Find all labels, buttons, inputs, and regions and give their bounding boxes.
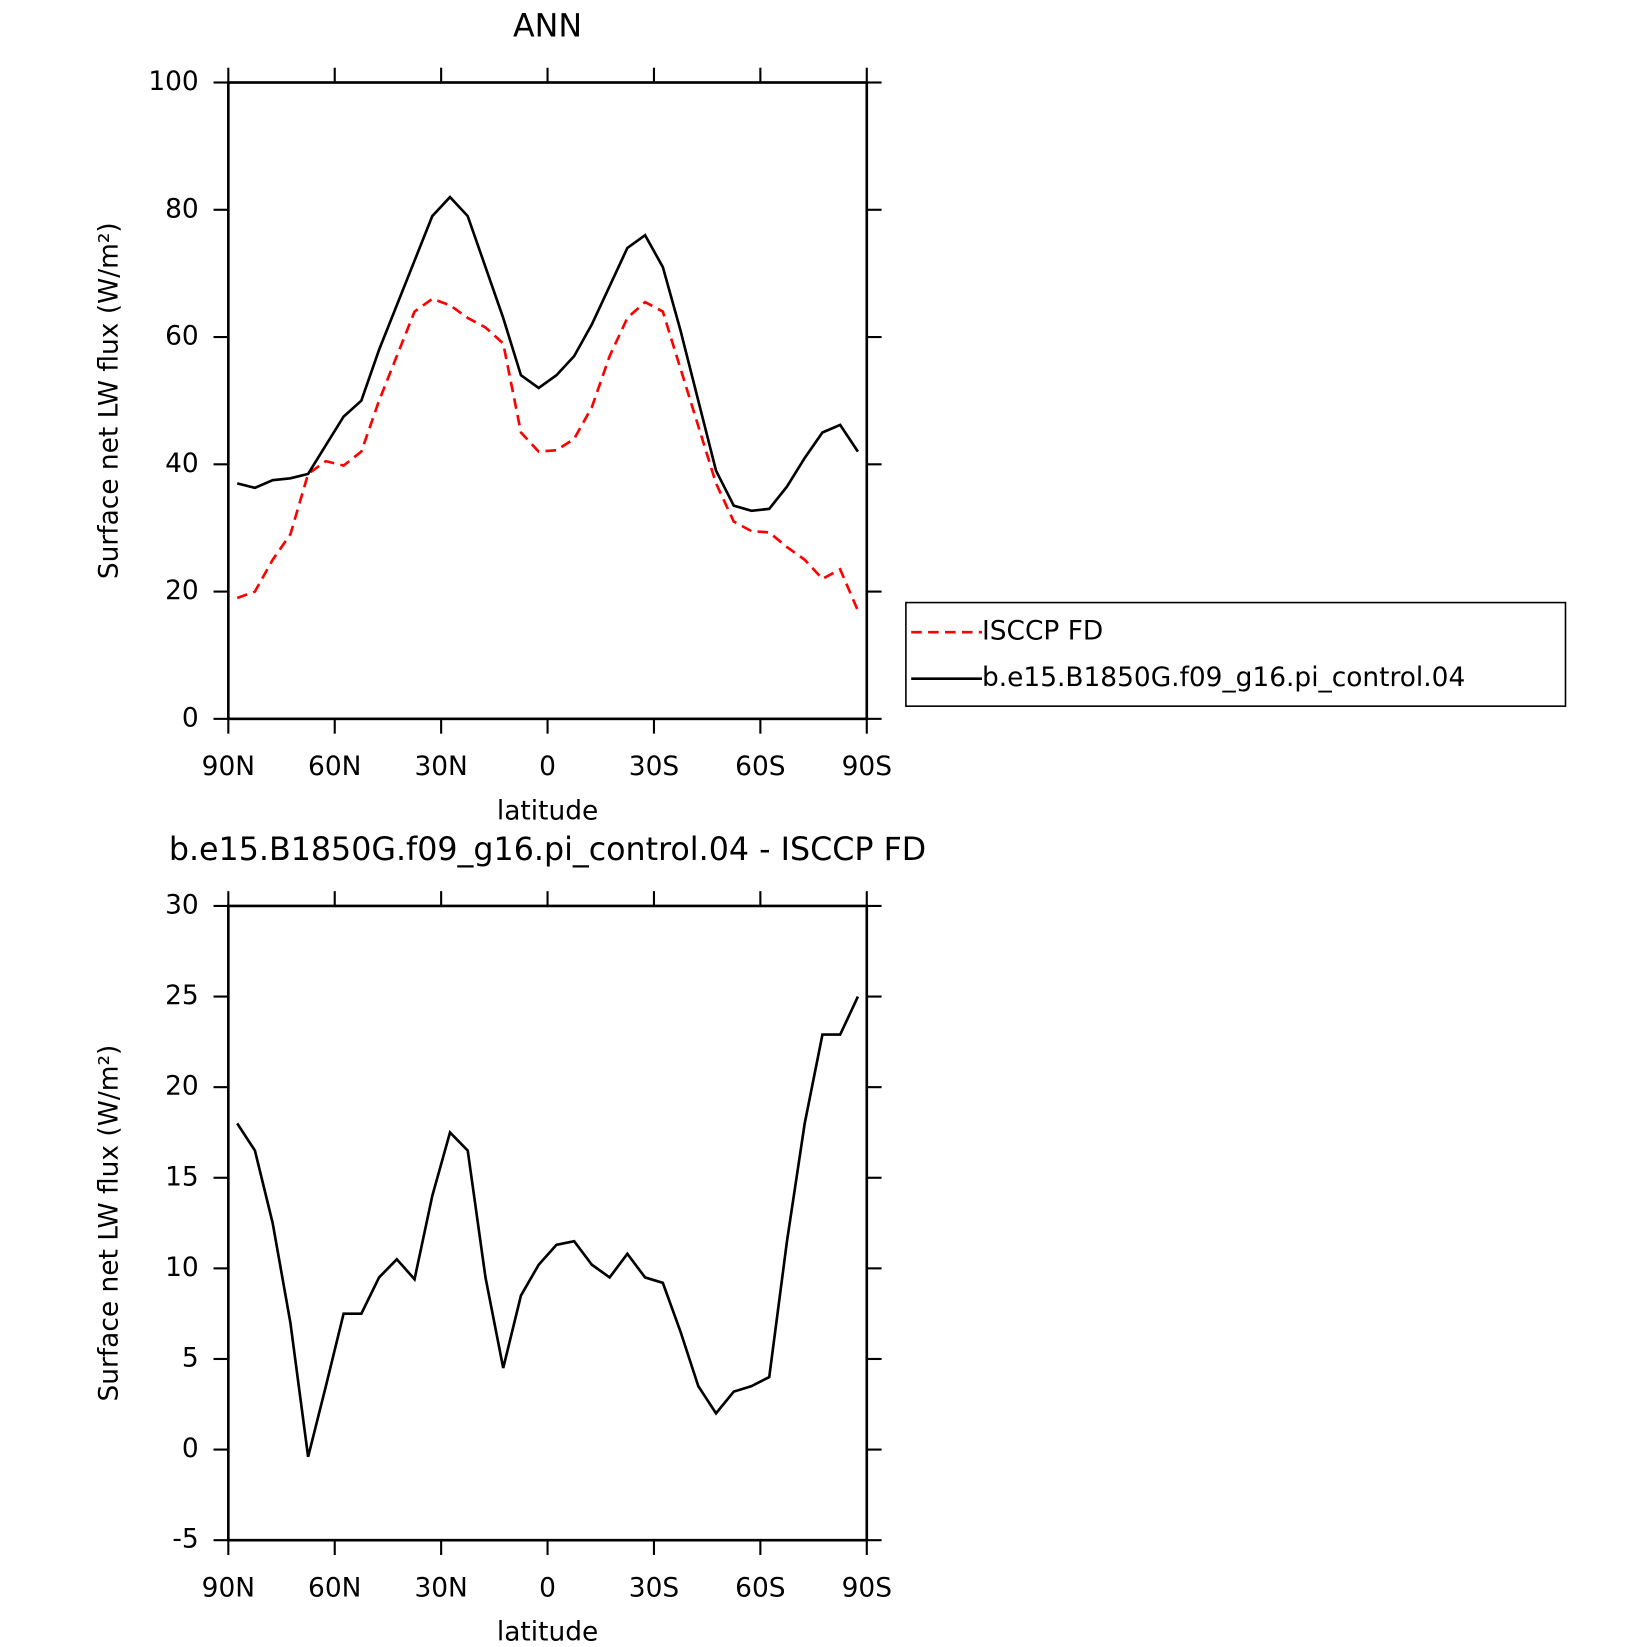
y-tick-label: 5 — [182, 1342, 199, 1373]
x-tick-label: 90N — [202, 1572, 255, 1603]
y-tick-label: 0 — [182, 1433, 199, 1464]
x-tick-label: 90N — [202, 751, 255, 782]
y-tick-label: -5 — [172, 1524, 198, 1555]
plot-frame — [227, 81, 869, 721]
data-line — [236, 195, 860, 513]
x-tick-label: 90S — [842, 751, 892, 782]
y-tick-label: 60 — [165, 321, 199, 352]
x-tick-label: 90S — [842, 1572, 892, 1603]
legend-label: ISCCP FD — [982, 616, 1103, 647]
y-tick-label: 100 — [148, 66, 198, 97]
x-tick-label: 30N — [414, 751, 467, 782]
y-tick-label: 20 — [165, 1071, 199, 1102]
x-tick-label: 60N — [308, 751, 361, 782]
y-tick-label: 40 — [165, 448, 199, 479]
y-tick-label: 15 — [165, 1161, 199, 1192]
y-tick-label: 10 — [165, 1252, 199, 1283]
x-tick-label: 0 — [539, 1572, 556, 1603]
x-tick-label: 30N — [414, 1572, 467, 1603]
chart-title: b.e15.B1850G.f09_g16.pi_control.04 - ISC… — [169, 832, 926, 868]
y-axis-label: Surface net LW flux (W/m²) — [93, 222, 124, 579]
y-tick-label: 0 — [182, 702, 199, 733]
x-axis-label: latitude — [497, 795, 598, 826]
x-tick-label: 30S — [629, 1572, 679, 1603]
y-tick-label: 20 — [165, 575, 199, 606]
x-tick-label: 30S — [629, 751, 679, 782]
y-tick-label: 25 — [165, 980, 199, 1011]
legend-label: b.e15.B1850G.f09_g16.pi_control.04 — [982, 662, 1465, 693]
data-line — [236, 995, 860, 1458]
data-line — [236, 297, 860, 612]
x-tick-label: 60S — [735, 1572, 785, 1603]
x-tick-label: 0 — [539, 751, 556, 782]
x-axis-label: latitude — [497, 1617, 598, 1647]
y-tick-label: 30 — [165, 889, 199, 920]
x-tick-label: 60S — [735, 751, 785, 782]
legend-box — [905, 601, 1567, 707]
x-tick-label: 60N — [308, 1572, 361, 1603]
chart-title: ANN — [513, 9, 582, 45]
y-tick-label: 80 — [165, 193, 199, 224]
y-axis-label: Surface net LW flux (W/m²) — [93, 1045, 124, 1402]
plot-frame — [227, 904, 869, 1542]
